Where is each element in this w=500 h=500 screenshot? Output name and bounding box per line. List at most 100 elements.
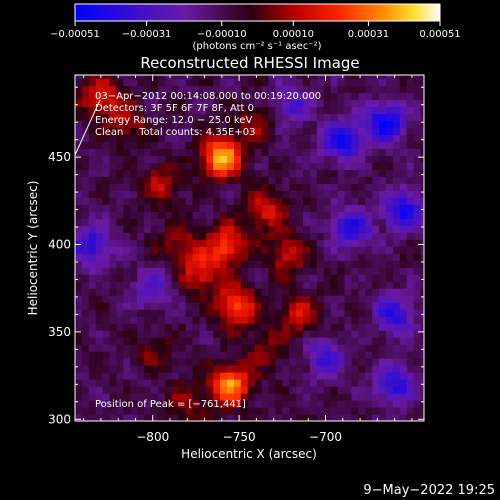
heatmap-cell bbox=[123, 232, 131, 240]
heatmap-cell bbox=[254, 358, 263, 366]
heatmap-cell bbox=[185, 407, 194, 415]
heatmap-cell bbox=[157, 134, 166, 143]
heatmap-cell bbox=[289, 232, 297, 240]
heatmap-cell bbox=[344, 316, 353, 324]
heatmap-cell bbox=[316, 127, 325, 136]
heatmap-cell bbox=[316, 75, 325, 80]
heatmap-cell bbox=[109, 281, 118, 289]
heatmap-cell bbox=[123, 183, 131, 191]
heatmap-cell bbox=[171, 190, 180, 198]
heatmap-cell bbox=[206, 351, 214, 359]
heatmap-cell bbox=[213, 365, 221, 373]
heatmap-cell bbox=[316, 400, 325, 408]
heatmap-cell bbox=[365, 379, 373, 387]
heatmap-cell bbox=[164, 407, 173, 415]
heatmap-cell bbox=[88, 127, 97, 136]
heatmap-cell bbox=[233, 267, 242, 275]
heatmap-cell bbox=[392, 113, 401, 122]
heatmap-cell bbox=[227, 365, 235, 373]
heatmap-cell bbox=[323, 155, 332, 163]
heatmap-cell bbox=[171, 211, 180, 219]
heatmap-cell bbox=[379, 134, 387, 143]
heatmap-cell bbox=[171, 365, 180, 373]
heatmap-cell bbox=[337, 337, 346, 345]
heatmap-cell bbox=[233, 85, 242, 94]
heatmap-cell bbox=[109, 274, 118, 282]
heatmap-cell bbox=[268, 351, 277, 359]
heatmap-cell bbox=[372, 267, 380, 275]
heatmap-cell bbox=[406, 211, 415, 219]
heatmap-cell bbox=[282, 141, 290, 149]
heatmap-cell bbox=[144, 190, 152, 198]
x-axis-label: Heliocentric X (arcsec) bbox=[181, 447, 317, 461]
heatmap-cell bbox=[220, 92, 228, 101]
heatmap-cell bbox=[164, 92, 173, 101]
heatmap-cell bbox=[303, 197, 311, 205]
heatmap-cell bbox=[144, 267, 152, 275]
heatmap-cell bbox=[192, 162, 200, 170]
heatmap-cell bbox=[199, 295, 207, 303]
heatmap-cell bbox=[240, 302, 249, 310]
heatmap-cell bbox=[413, 288, 422, 296]
heatmap-cell bbox=[144, 288, 152, 296]
heatmap-cell bbox=[247, 302, 256, 310]
heatmap-cell bbox=[171, 92, 180, 101]
heatmap-cell bbox=[254, 351, 263, 359]
heatmap-cell bbox=[75, 127, 83, 136]
heatmap-cell bbox=[178, 225, 187, 233]
heatmap-cell bbox=[268, 99, 277, 108]
heatmap-cell bbox=[144, 75, 152, 80]
heatmap-cell bbox=[199, 358, 207, 366]
heatmap-cell bbox=[75, 155, 83, 163]
heatmap-cell bbox=[247, 316, 256, 324]
heatmap-cell bbox=[379, 75, 387, 80]
heatmap-cell bbox=[358, 295, 366, 303]
heatmap-cell bbox=[227, 78, 235, 87]
heatmap-cell bbox=[420, 351, 424, 359]
heatmap-cell bbox=[337, 162, 346, 170]
heatmap-cell bbox=[164, 358, 173, 366]
heatmap-cell bbox=[123, 351, 131, 359]
heatmap-cell bbox=[164, 344, 173, 352]
heatmap-cell bbox=[199, 148, 207, 156]
heatmap-cell bbox=[164, 393, 173, 401]
heatmap-cell bbox=[164, 330, 173, 338]
heatmap-cell bbox=[144, 337, 152, 345]
heatmap-cell bbox=[81, 358, 90, 366]
heatmap-cell bbox=[206, 253, 214, 261]
heatmap-cell bbox=[379, 281, 387, 289]
heatmap-cell bbox=[123, 204, 131, 212]
heatmap-cell bbox=[413, 218, 422, 226]
heatmap-cell bbox=[102, 351, 111, 359]
heatmap-cell bbox=[240, 358, 249, 366]
heatmap-cell bbox=[206, 239, 214, 247]
heatmap-cell bbox=[75, 204, 83, 212]
heatmap-cell bbox=[192, 323, 200, 331]
heatmap-cell bbox=[95, 400, 104, 408]
heatmap-cell bbox=[385, 169, 394, 177]
heatmap-cell bbox=[95, 267, 104, 275]
heatmap-cell bbox=[109, 176, 118, 184]
heatmap-cell bbox=[337, 302, 346, 310]
heatmap-cell bbox=[275, 148, 283, 156]
heatmap-cell bbox=[137, 148, 145, 156]
heatmap-cell bbox=[358, 337, 366, 345]
heatmap-cell bbox=[282, 316, 290, 324]
heatmap-cell bbox=[385, 127, 394, 136]
heatmap-cell bbox=[323, 225, 332, 233]
heatmap-cell bbox=[88, 92, 97, 101]
heatmap-cell bbox=[254, 78, 263, 87]
heatmap-cell bbox=[261, 162, 270, 170]
heatmap-cell bbox=[399, 309, 408, 317]
heatmap-cell bbox=[289, 309, 297, 317]
heatmap-cell bbox=[282, 393, 290, 401]
heatmap-cell bbox=[240, 204, 249, 212]
heatmap-cell bbox=[233, 393, 242, 401]
heatmap-cell bbox=[109, 75, 118, 80]
heatmap-cell bbox=[81, 169, 90, 177]
heatmap-cell bbox=[95, 204, 104, 212]
heatmap-cell bbox=[137, 274, 145, 282]
heatmap-cell bbox=[227, 85, 235, 94]
heatmap-cell bbox=[213, 162, 221, 170]
heatmap-cell bbox=[75, 260, 83, 268]
